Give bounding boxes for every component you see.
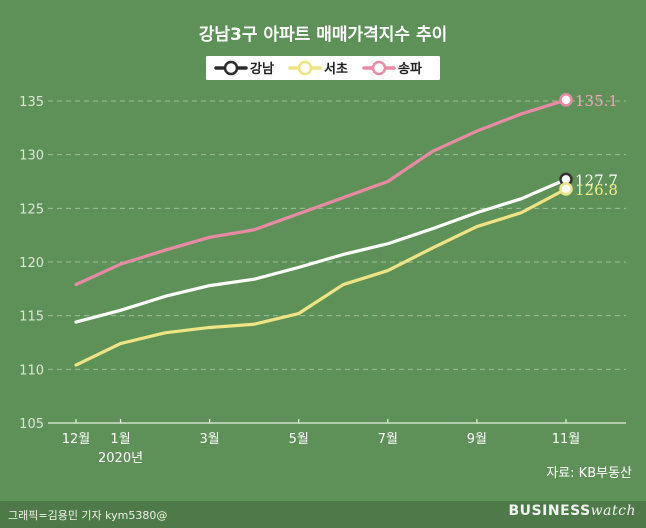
end-marker-서초 (559, 182, 573, 196)
x-tick-label: 11월 (552, 432, 581, 447)
y-tick-label: 110 (19, 363, 44, 378)
x-tick-label: 3월 (200, 432, 220, 447)
chart-title: 강남3구 아파트 매매가격지수 추이 (199, 25, 448, 45)
line-chart: 강남3구 아파트 매매가격지수 추이 강남 서초 송파 105 110 115 120 12… (19, 25, 626, 466)
end-marker-송파 (559, 93, 573, 107)
y-tick-label: 135 (19, 95, 44, 110)
end-label-서초: 126.8 (575, 181, 618, 199)
y-tick-label: 105 (19, 417, 44, 432)
x-tick-label: 12월 (62, 432, 91, 447)
x-tick-label: 9월 (467, 432, 487, 447)
legend-label-강남: 강남 (250, 61, 274, 77)
legend-label-서초: 서초 (324, 62, 348, 77)
data-source: 자료: KB부동산 (546, 466, 632, 481)
end-label-강남: 127.7 (575, 171, 618, 189)
x-axis: 12월 1월 2020년 3월 5월 7월 9월 11월 (48, 419, 626, 466)
series-line-서초 (74, 187, 568, 367)
x-tick-label: 5월 (289, 432, 309, 447)
brand-light: watch (590, 503, 636, 519)
end-label-송파: 135.1 (575, 92, 618, 110)
brand-logo: BUSINESSwatch (509, 503, 636, 519)
footer-bar (0, 501, 646, 528)
brand-bold: BUSINESS (508, 503, 591, 519)
y-tick-label: 130 (19, 149, 44, 164)
legend-marker-서초 (297, 60, 313, 76)
y-tick-label: 115 (19, 310, 44, 325)
x-tick-sublabel: 2020년 (98, 451, 143, 466)
y-tick-label: 125 (19, 202, 44, 217)
legend-label-송파: 송파 (398, 62, 422, 77)
y-tick-label: 120 (19, 256, 44, 271)
legend-marker-강남 (223, 60, 239, 76)
series-line-송파 (74, 98, 568, 287)
legend: 강남 서초 송파 (206, 56, 440, 80)
graphic-credit: 그래픽=김용민 기자 kym5380@ (8, 509, 168, 522)
y-axis: 105 110 115 120 125 130 135 (19, 95, 44, 432)
series-line-강남 (74, 177, 568, 324)
x-tick-label: 1월 (110, 432, 130, 447)
x-tick-label: 7월 (378, 432, 398, 447)
legend-marker-송파 (371, 60, 387, 76)
